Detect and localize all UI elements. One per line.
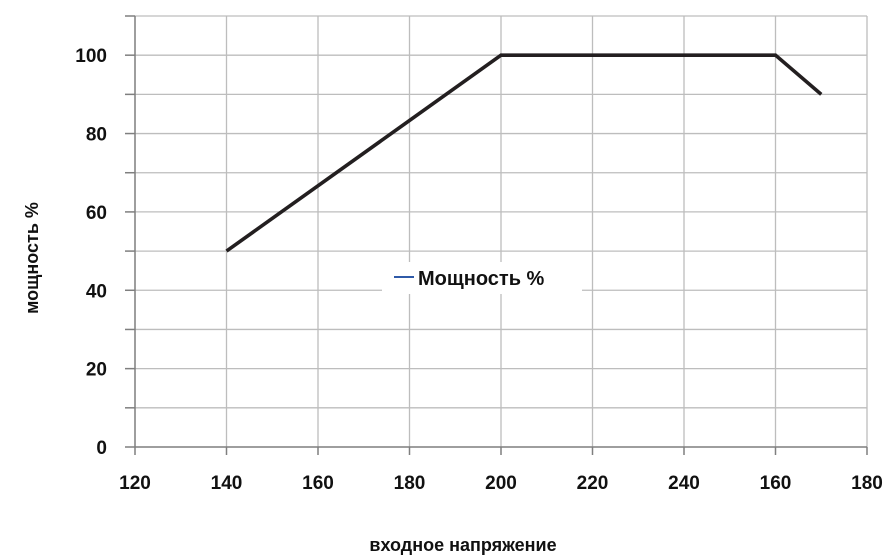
grid	[135, 15, 868, 447]
x-tick-labels: 120 140 160 180 200 220 240 160 180	[119, 473, 883, 494]
x-tick-label: 220	[577, 473, 609, 494]
x-tick-label: 160	[760, 473, 792, 494]
x-tick-label: 140	[211, 473, 243, 494]
legend: Мощность %	[382, 262, 582, 294]
legend-box	[382, 262, 582, 294]
x-tick-label: 180	[394, 473, 426, 494]
series-line	[225, 53, 823, 253]
series-lines	[225, 53, 823, 253]
y-tick-labels: 0 20 40 60 80 100	[75, 46, 107, 459]
y-tick-label: 0	[96, 438, 107, 459]
y-tick-label: 60	[86, 203, 107, 224]
y-axis-title: мощность %	[22, 202, 42, 314]
x-tick-label: 120	[119, 473, 151, 494]
axes	[125, 15, 868, 455]
y-tick-label: 40	[86, 281, 107, 302]
x-tick-label: 240	[668, 473, 700, 494]
legend-label: Мощность %	[418, 268, 545, 290]
y-tick-label: 80	[86, 125, 107, 146]
x-axis-title: входное напряжение	[369, 535, 556, 555]
y-tick-label: 100	[75, 46, 107, 67]
x-tick-label: 200	[485, 473, 517, 494]
x-tick-label: 160	[302, 473, 334, 494]
y-tick-label: 20	[86, 360, 107, 381]
x-tick-label: 180	[851, 473, 883, 494]
